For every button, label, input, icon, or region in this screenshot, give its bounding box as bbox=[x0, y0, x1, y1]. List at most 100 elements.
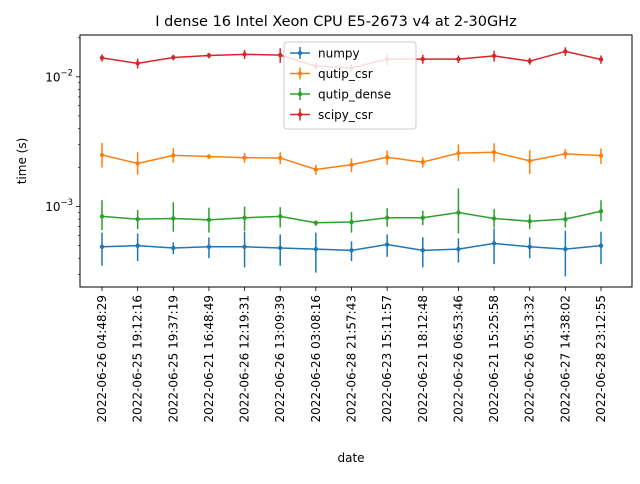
legend-label: scipy_csr bbox=[318, 108, 373, 122]
numpy-marker bbox=[420, 248, 425, 253]
scipy_csr-marker bbox=[491, 53, 497, 59]
scipy_csr-marker bbox=[171, 55, 176, 60]
legend-swatch-marker bbox=[297, 71, 303, 76]
legend-swatch-marker bbox=[297, 112, 303, 117]
x-axis: 2022-06-26 04:48:29 2022-06-25 19:12:16 20… bbox=[95, 287, 608, 422]
series-layer bbox=[99, 47, 604, 277]
scipy_csr-marker bbox=[598, 57, 604, 62]
numpy-marker bbox=[491, 241, 497, 246]
scipy_csr-marker bbox=[563, 49, 568, 54]
numpy-marker bbox=[563, 246, 568, 252]
x-tick-label: 2022-06-28 21:57:43 bbox=[345, 295, 359, 422]
numpy-marker bbox=[456, 246, 461, 252]
y-tick-label-exponent: −2 bbox=[60, 68, 73, 78]
numpy-marker bbox=[171, 245, 176, 251]
x-tick-label: 2022-06-28 23:12:55 bbox=[594, 295, 608, 422]
legend-swatch-marker bbox=[297, 91, 303, 97]
qutip_csr-marker bbox=[349, 162, 354, 167]
qutip_dense-marker bbox=[278, 214, 283, 219]
x-tick-label: 2022-06-23 15:11:57 bbox=[380, 295, 394, 422]
x-tick-label: 2022-06-25 19:12:16 bbox=[131, 295, 145, 422]
x-tick-label: 2022-06-26 04:48:29 bbox=[95, 295, 109, 422]
y-tick-label-exponent: −3 bbox=[60, 198, 73, 208]
numpy-marker bbox=[242, 244, 247, 249]
scipy_csr-marker bbox=[206, 53, 212, 58]
qutip_csr-marker bbox=[171, 153, 176, 158]
qutip_csr-marker bbox=[242, 155, 247, 160]
numpy-marker bbox=[278, 245, 283, 251]
series-numpy bbox=[99, 228, 604, 277]
qutip_dense-marker bbox=[563, 216, 568, 222]
x-tick-label: 2022-06-21 18:12:48 bbox=[416, 295, 430, 422]
legend-swatch-marker bbox=[297, 50, 303, 56]
qutip_csr-marker bbox=[313, 167, 319, 172]
qutip_dense-marker bbox=[349, 219, 354, 225]
numpy-marker bbox=[598, 243, 604, 248]
scipy_csr-marker bbox=[135, 61, 140, 66]
scipy_csr-marker bbox=[527, 58, 532, 64]
qutip_csr-marker bbox=[420, 159, 425, 165]
legend-label: qutip_csr bbox=[318, 67, 373, 81]
qutip_csr-marker bbox=[278, 155, 283, 161]
x-axis-label: date bbox=[337, 451, 364, 465]
qutip_dense-marker bbox=[527, 219, 532, 224]
legend-frame bbox=[283, 41, 417, 130]
qutip_csr-marker bbox=[527, 158, 532, 164]
qutip_dense-marker bbox=[242, 215, 247, 220]
legend-items: numpy qutip_csr qutip_dense scipy_csr bbox=[290, 47, 391, 122]
numpy-marker bbox=[349, 248, 354, 253]
qutip_dense-marker bbox=[171, 216, 176, 221]
qutip_dense-marker bbox=[99, 214, 105, 219]
numpy-marker bbox=[206, 244, 212, 249]
scipy_csr-marker bbox=[456, 56, 461, 62]
scipy_csr-marker bbox=[420, 56, 425, 62]
y-axis: 10−310−2 bbox=[45, 37, 80, 275]
y-tick-label: 10−2 bbox=[45, 68, 73, 84]
y-tick-label-base: 10 bbox=[45, 70, 60, 84]
qutip_csr-marker bbox=[563, 151, 568, 157]
scipy_csr-marker bbox=[99, 55, 105, 61]
x-tick-label: 2022-06-26 03:08:16 bbox=[309, 295, 323, 422]
qutip_dense-marker bbox=[598, 209, 604, 214]
scipy_csr-marker bbox=[278, 52, 283, 58]
x-tick-label: 2022-06-21 16:48:49 bbox=[202, 295, 216, 422]
legend-item-qutip_csr: qutip_csr bbox=[290, 67, 373, 81]
series-qutip_dense bbox=[99, 188, 604, 234]
legend-item-scipy_csr: scipy_csr bbox=[290, 108, 373, 122]
chart-title: I dense 16 Intel Xeon CPU E5-2673 v4 at … bbox=[155, 14, 516, 30]
y-tick-label-base: 10 bbox=[45, 200, 60, 214]
qutip_csr-marker bbox=[99, 152, 105, 158]
scipy_csr-marker bbox=[242, 52, 247, 57]
qutip_csr-marker bbox=[206, 154, 212, 159]
series-qutip_csr bbox=[99, 142, 604, 175]
numpy-marker bbox=[135, 243, 140, 248]
x-tick-label: 2022-06-26 12:19:31 bbox=[238, 295, 252, 422]
qutip_dense-marker bbox=[206, 217, 212, 223]
legend: numpy qutip_csr qutip_dense scipy_csr bbox=[283, 41, 417, 130]
numpy-marker bbox=[527, 244, 532, 249]
qutip_dense-marker bbox=[456, 210, 461, 215]
qutip_dense-marker bbox=[420, 215, 425, 220]
qutip_csr-marker bbox=[135, 161, 140, 166]
qutip_csr-marker bbox=[491, 150, 497, 155]
qutip_dense-marker bbox=[313, 220, 319, 225]
qutip_dense-marker bbox=[491, 216, 497, 221]
numpy-marker bbox=[313, 246, 319, 252]
legend-label: numpy bbox=[318, 47, 360, 61]
x-tick-label: 2022-06-25 19:37:19 bbox=[166, 295, 180, 422]
x-tick-label: 2022-06-27 14:38:02 bbox=[558, 295, 572, 422]
x-tick-label: 2022-06-26 05:13:32 bbox=[523, 295, 537, 422]
qutip_dense-marker bbox=[135, 216, 140, 222]
legend-item-numpy: numpy bbox=[290, 47, 360, 61]
x-tick-label: 2022-06-21 15:25:58 bbox=[487, 295, 501, 422]
y-tick-label: 10−3 bbox=[45, 198, 73, 214]
legend-item-qutip_dense: qutip_dense bbox=[290, 88, 391, 102]
qutip_csr-marker bbox=[384, 155, 390, 160]
qutip_csr-marker bbox=[456, 150, 461, 156]
x-tick-label: 2022-06-26 06:53:46 bbox=[451, 295, 465, 422]
y-axis-label: time (s) bbox=[15, 138, 29, 185]
x-tick-label: 2022-06-26 13:09:39 bbox=[273, 295, 287, 422]
qutip_csr-marker bbox=[598, 153, 604, 158]
